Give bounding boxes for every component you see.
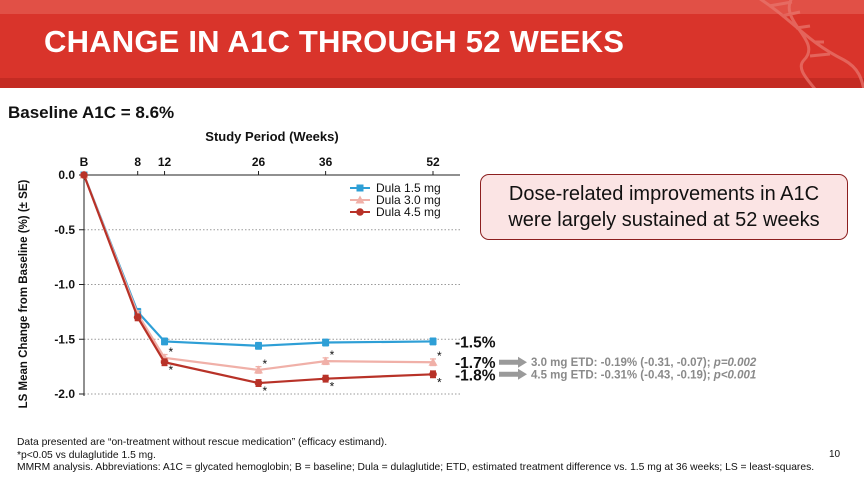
data-point: [133, 313, 142, 322]
header-bottom-band: [0, 78, 864, 88]
data-point: [160, 358, 169, 367]
x-tick-label: 52: [426, 155, 440, 169]
etd-annotation: 4.5 mg ETD: -0.31% (-0.43, -0.19); p<0.0…: [531, 369, 756, 381]
series-end-label: -1.7%: [455, 355, 496, 372]
callout-line-1: Dose-related improvements in A1C: [508, 183, 820, 205]
legend-label: Dula 4.5 mg: [376, 205, 441, 219]
x-tick-label: B: [80, 155, 89, 169]
legend-label: Dula 1.5 mg: [376, 181, 441, 195]
footnotes: Data presented are “on-treatment without…: [17, 437, 814, 475]
y-axis-label: LS Mean Change from Baseline (%) (± SE): [18, 179, 30, 408]
baseline-label: Baseline A1C = 8.6%: [8, 103, 175, 122]
significance-asterisk: *: [263, 384, 268, 398]
plot-area: 0.0 -0.5 -1.0 -1.5 -2.0 B 8 12 26 36 52 -1.5% * * * * -1…: [54, 155, 495, 401]
significance-asterisk: *: [263, 357, 268, 371]
legend-swatch-marker: [356, 184, 364, 192]
footnote-line-2: *p<0.05 vs dulaglutide 1.5 mg.: [17, 449, 156, 461]
data-point: [255, 342, 262, 350]
significance-asterisk: *: [437, 349, 442, 363]
data-point: [254, 379, 263, 387]
callout-line-2: were largely sustained at 52 weeks: [508, 209, 820, 231]
data-point: [428, 357, 438, 366]
significance-asterisk: *: [330, 380, 335, 394]
legend-swatch-marker: [356, 208, 364, 216]
page-number: 10: [829, 449, 841, 460]
x-tick-label: 12: [158, 155, 172, 169]
data-point: [321, 356, 331, 365]
dna-helix-icon: [758, 0, 864, 88]
page-title: CHANGE IN A1C THROUGH 52 WEEKS: [44, 24, 625, 59]
data-point: [322, 339, 330, 347]
series-line: [82, 174, 434, 385]
chart-title: Study Period (Weeks): [205, 129, 338, 144]
x-tick-label: 26: [252, 155, 266, 169]
x-tick-label: 8: [134, 155, 141, 169]
data-point: [429, 337, 437, 345]
footnote-line-3: MMRM analysis. Abbreviations: A1C = glyc…: [17, 462, 815, 473]
y-tick-label: -1.5: [54, 332, 75, 346]
y-tick-label: -2.0: [54, 387, 75, 401]
data-point: [429, 370, 437, 379]
header-banner: CHANGE IN A1C THROUGH 52 WEEKS: [0, 0, 864, 88]
series-end-label: -1.5%: [455, 334, 496, 351]
significance-asterisk: *: [169, 363, 174, 377]
a1c-line-chart: Study Period (Weeks) LS Mean Change from…: [18, 129, 757, 408]
key-message-callout: Dose-related improvements in A1C were la…: [480, 174, 848, 240]
etd-annotation-pvalue: p=0.002: [713, 357, 757, 369]
etd-annotation-text: 3.0 mg ETD: -0.19% (-0.31, -0.07);: [531, 357, 714, 369]
significance-asterisk: *: [330, 348, 335, 362]
annotation-arrow: [499, 368, 527, 380]
legend-label: Dula 3.0 mg: [376, 193, 441, 207]
data-point: [161, 337, 169, 345]
etd-annotation-pvalue: p<0.001: [713, 369, 757, 381]
data-point: [321, 374, 330, 383]
significance-asterisk: *: [169, 345, 174, 359]
footnote-line-1: Data presented are “on-treatment without…: [17, 437, 388, 448]
etd-annotation: 3.0 mg ETD: -0.19% (-0.31, -0.07); p=0.0…: [531, 357, 757, 369]
series-end-label: -1.8%: [455, 367, 496, 384]
data-point: [80, 171, 88, 179]
y-tick-label: -1.0: [54, 278, 75, 292]
significance-asterisk: *: [437, 375, 442, 389]
y-tick-label: -0.5: [54, 223, 75, 237]
etd-annotation-text: 4.5 mg ETD: -0.31% (-0.43, -0.19);: [531, 369, 714, 381]
legend-swatch-marker: [355, 195, 365, 204]
chart-annotations: 3.0 mg ETD: -0.19% (-0.31, -0.07); p=0.0…: [499, 356, 757, 381]
data-point: [254, 365, 263, 374]
header-top-band: [0, 0, 864, 14]
x-tick-label: 36: [319, 155, 333, 169]
y-tick-label: 0.0: [58, 168, 75, 182]
annotation-arrow: [499, 356, 527, 368]
